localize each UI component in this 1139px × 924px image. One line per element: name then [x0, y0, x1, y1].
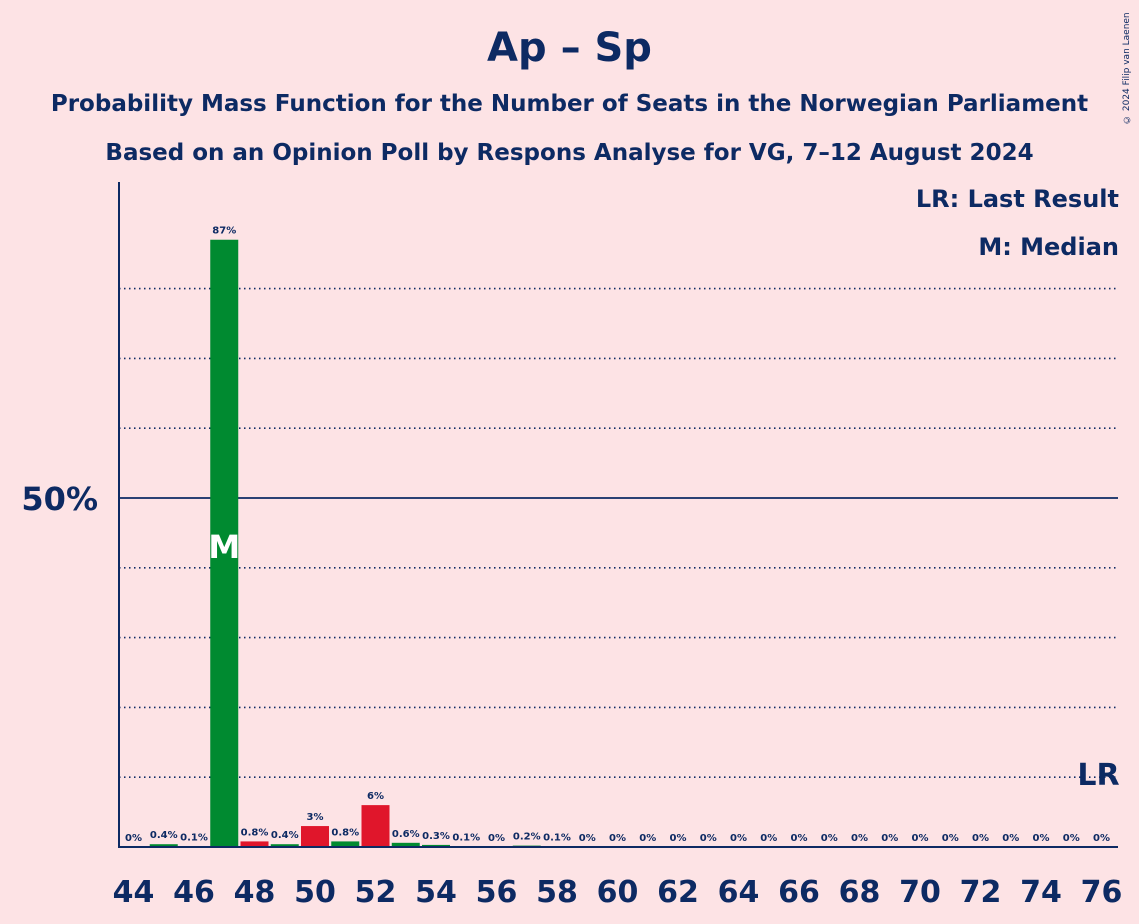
bar-seat-50 [301, 826, 329, 847]
bar-value-label: 0% [821, 833, 838, 844]
bar-value-label: 0% [700, 833, 717, 844]
x-tick-label: 58 [536, 875, 578, 910]
x-tick-label: 68 [839, 875, 881, 910]
bar-seat-51 [331, 841, 360, 847]
bar-seat-54 [422, 844, 450, 847]
legend-last-result: LR: Last Result [915, 185, 1119, 213]
x-tick-label: 60 [597, 875, 639, 910]
bar-value-label: 0% [1002, 833, 1019, 844]
bar-seat-48 [240, 841, 269, 847]
bar-value-label: 0.2% [513, 832, 541, 843]
bar-value-label: 0% [881, 833, 898, 844]
last-result-marker: LR [1077, 758, 1119, 793]
x-tick-label: 66 [778, 875, 820, 910]
bar-value-label: 0% [579, 833, 596, 844]
bar-value-label: 0.8% [331, 827, 359, 838]
bar-value-label: 0% [639, 833, 656, 844]
chart-subtitle: Probability Mass Function for the Number… [50, 91, 1089, 117]
bar-value-label: 0% [760, 833, 777, 844]
x-tick-label: 50 [294, 875, 336, 910]
x-tick-label: 56 [476, 875, 518, 910]
bar-value-label: 0% [609, 833, 626, 844]
bar-value-label: 0% [912, 833, 929, 844]
x-tick-label: 64 [718, 875, 760, 910]
bar-value-label: 0% [670, 833, 687, 844]
x-tick-label: 74 [1020, 875, 1062, 910]
bar-value-label: 0.1% [543, 832, 571, 843]
bar-value-label: 0.4% [271, 830, 299, 841]
x-tick-label: 70 [899, 875, 941, 910]
bar-value-label: 0% [1063, 833, 1080, 844]
chart-title: Ap – Sp [487, 25, 652, 71]
legend-median: M: Median [978, 233, 1119, 261]
bar-value-label: 0% [942, 833, 959, 844]
bar-value-label: 87% [212, 226, 236, 237]
x-tick-label: 48 [234, 875, 276, 910]
x-tick-label: 46 [173, 875, 215, 910]
bar-value-label: 0% [488, 833, 505, 844]
bar-seat-53 [391, 842, 420, 847]
y-tick-label: 50% [21, 480, 98, 518]
x-tick-label: 62 [657, 875, 699, 910]
bar-value-label: 3% [307, 812, 324, 823]
x-tick-label: 72 [960, 875, 1002, 910]
x-tick-label: 76 [1081, 875, 1123, 910]
bar-value-label: 0.1% [452, 832, 480, 843]
bar-value-label: 0.3% [422, 831, 450, 842]
bar-value-label: 0% [851, 833, 868, 844]
bar-seat-49 [270, 844, 299, 847]
x-tick-label: 44 [113, 875, 155, 910]
x-tick-label: 54 [415, 875, 457, 910]
bar-value-label: 0.1% [180, 832, 208, 843]
bar-value-label: 0% [125, 833, 142, 844]
chart-subtitle-source: Based on an Opinion Poll by Respons Anal… [105, 140, 1034, 166]
bar-value-label: 0% [730, 833, 747, 844]
bar-value-label: 0% [1093, 833, 1110, 844]
bar-value-label: 6% [367, 791, 384, 802]
bar-value-label: 0.4% [150, 830, 178, 841]
bar-value-label: 0% [791, 833, 808, 844]
bar-seat-47 [210, 239, 239, 848]
x-tick-label: 52 [355, 875, 397, 910]
bar-seat-52 [361, 805, 390, 847]
bar-seat-45 [149, 844, 178, 847]
bar-value-label: 0% [1033, 833, 1050, 844]
bar-value-label: 0.8% [241, 827, 269, 838]
median-marker: M [208, 528, 240, 566]
bar-value-label: 0% [972, 833, 989, 844]
bar-value-label: 0.6% [392, 829, 420, 840]
